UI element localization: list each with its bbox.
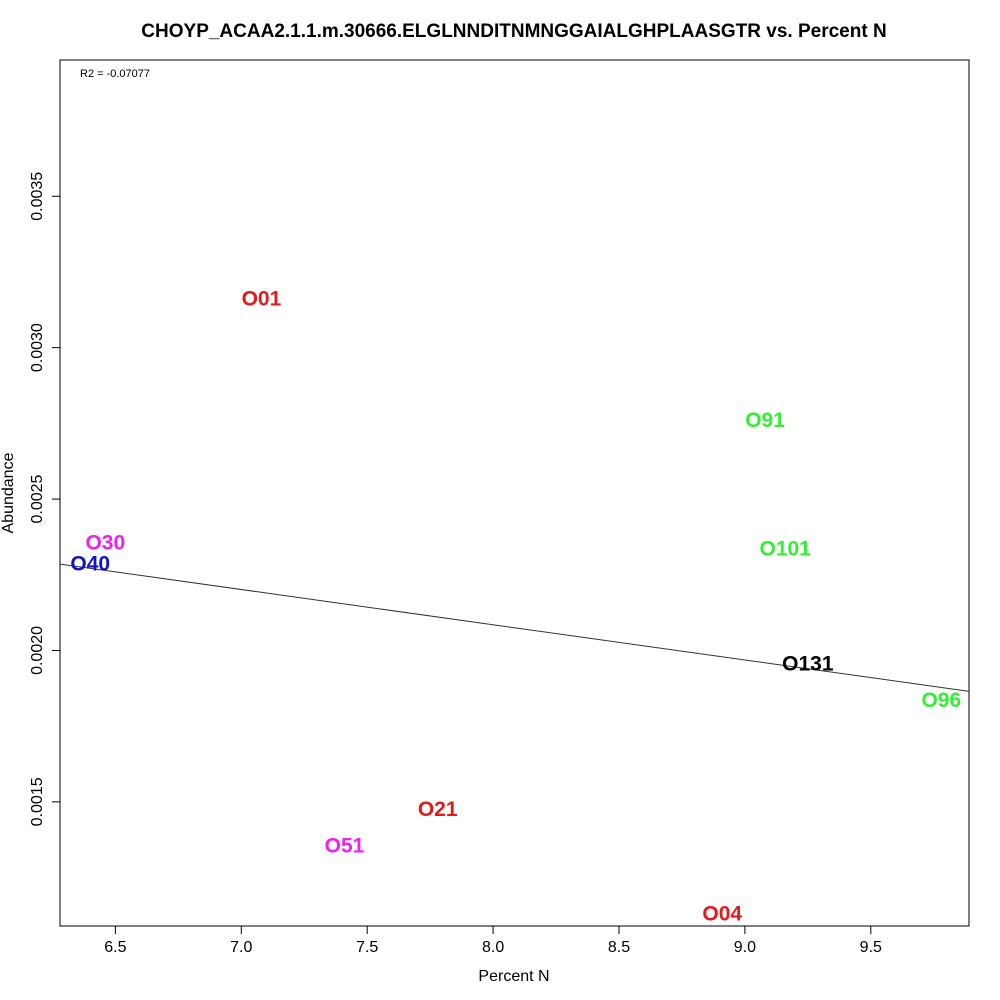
y-tick-label: 0.0035: [29, 172, 46, 221]
y-axis: 0.0015 0.0020 0.0025 0.0030 0.0035: [29, 172, 61, 826]
point-label: O51: [325, 834, 365, 857]
y-tick-label: 0.0030: [29, 323, 46, 372]
x-tick-label: 8.5: [608, 939, 630, 956]
point-label: O96: [921, 689, 961, 712]
point-label: O131: [782, 653, 834, 676]
x-tick-label: 6.5: [104, 939, 126, 956]
x-tick-label: 7.5: [356, 939, 378, 956]
point-label: O91: [745, 409, 785, 432]
y-tick-label: 0.0015: [29, 777, 46, 826]
point-label: O40: [70, 553, 110, 576]
y-tick-label: 0.0020: [29, 626, 46, 675]
point-label: O21: [418, 798, 458, 821]
chart-title: CHOYP_ACAA2.1.1.m.30666.ELGLNNDITNMNGGAI…: [141, 21, 886, 42]
x-axis-label: Percent N: [478, 968, 549, 985]
x-axis: 6.5 7.0 7.5 8.0 8.5 9.0 9.5: [104, 925, 882, 956]
point-label: O01: [242, 288, 282, 311]
plot-frame: [59, 59, 970, 927]
point-label: O04: [702, 902, 742, 925]
r2-annotation: R2 = -0.07077: [80, 68, 150, 80]
x-tick-label: 7.0: [230, 939, 252, 956]
x-tick-label: 8.0: [482, 939, 504, 956]
y-tick-label: 0.0025: [29, 474, 46, 523]
y-axis-label: Abundance: [0, 452, 17, 533]
point-label: O101: [759, 538, 811, 561]
regression-line: [59, 563, 970, 692]
x-tick-label: 9.0: [734, 939, 756, 956]
point-label: O30: [85, 531, 125, 554]
x-tick-label: 9.5: [860, 939, 882, 956]
